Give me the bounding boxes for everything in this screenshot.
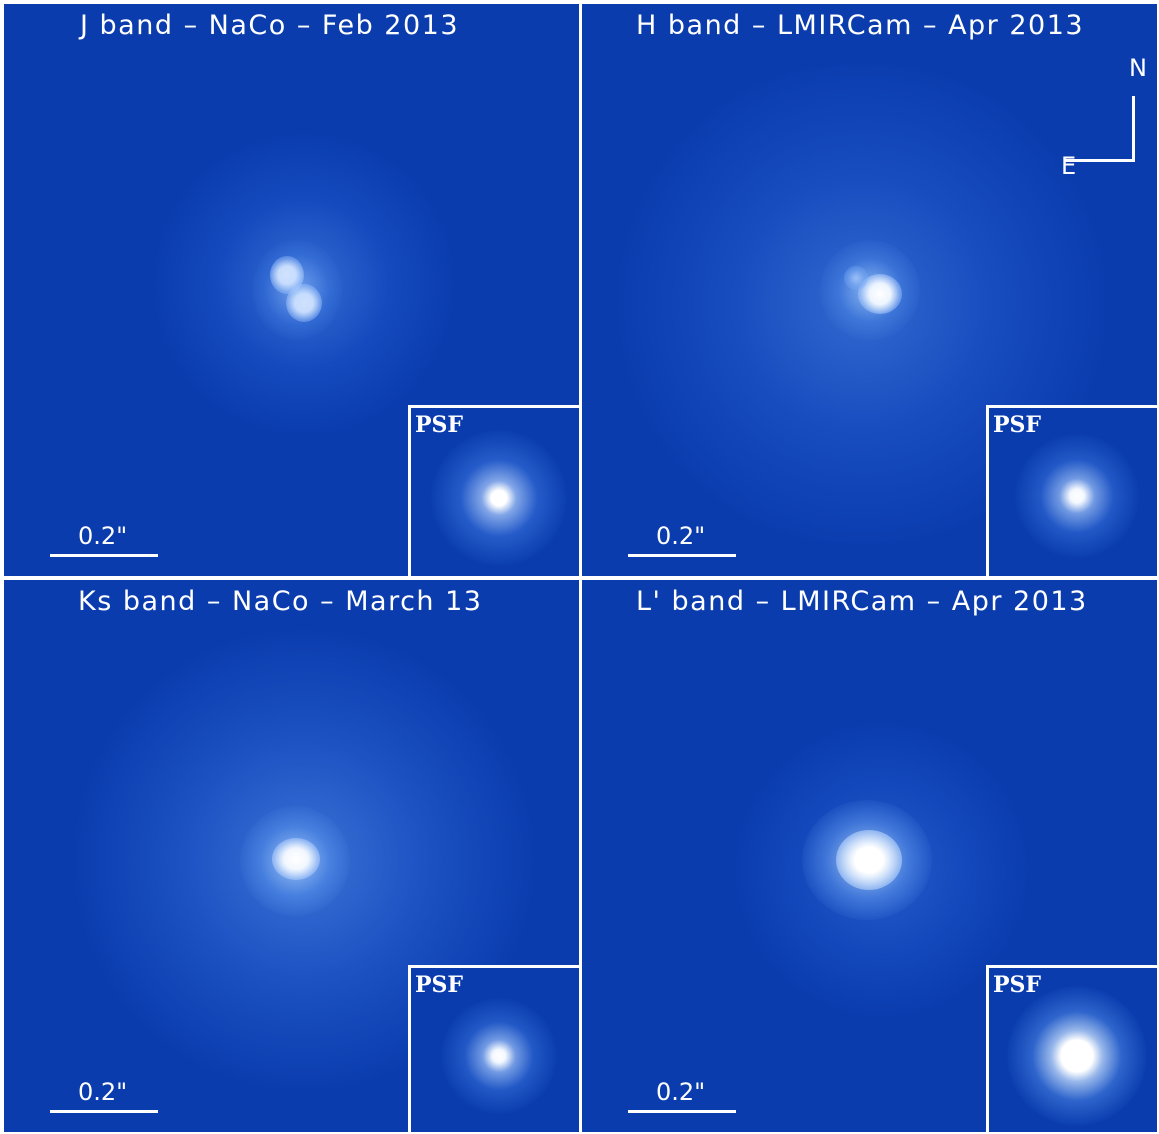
psf-inset: PSF <box>986 405 1157 576</box>
scale-bar <box>628 554 736 557</box>
l-prime-band-panel: L' band – LMIRCam – Apr 2013 0.2" PSF <box>582 580 1157 1132</box>
binary-star <box>272 838 320 880</box>
binary-star-north <box>844 266 868 290</box>
binary-star <box>836 830 902 890</box>
east-label: E <box>1061 152 1077 180</box>
psf-glow <box>1007 986 1147 1126</box>
scale-label: 0.2" <box>78 1078 128 1106</box>
compass: N E <box>1047 54 1147 184</box>
vertical-divider <box>579 0 582 1134</box>
scale-bar <box>50 1110 158 1113</box>
panel-title: L' band – LMIRCam – Apr 2013 <box>636 586 1088 617</box>
h-band-panel: H band – LMIRCam – Apr 2013 N E 0.2" PSF <box>582 4 1157 576</box>
psf-glow <box>431 430 567 566</box>
binary-star-south <box>858 274 902 314</box>
psf-glow <box>441 998 557 1114</box>
psf-label: PSF <box>993 972 1042 998</box>
psf-label: PSF <box>993 412 1042 438</box>
psf-label: PSF <box>415 972 464 998</box>
horizontal-divider <box>0 576 1159 580</box>
j-band-panel: J band – NaCo – Feb 2013 0.2" PSF <box>4 4 579 576</box>
psf-glow <box>1015 434 1139 558</box>
psf-inset: PSF <box>986 965 1157 1132</box>
binary-glow <box>240 806 350 916</box>
north-label: N <box>1129 54 1147 82</box>
psf-inset: PSF <box>408 405 579 576</box>
scale-label: 0.2" <box>656 1078 706 1106</box>
binary-star-north <box>270 256 304 294</box>
panel-title: J band – NaCo – Feb 2013 <box>80 10 460 41</box>
north-arrow <box>1132 96 1135 162</box>
east-arrow <box>1065 159 1135 162</box>
binary-star-south <box>286 284 322 322</box>
scale-label: 0.2" <box>78 522 128 550</box>
binary-glow <box>252 240 342 340</box>
psf-label: PSF <box>415 412 464 438</box>
scale-bar <box>50 554 158 557</box>
psf-inset: PSF <box>408 965 579 1132</box>
halo <box>154 134 454 434</box>
scale-label: 0.2" <box>656 522 706 550</box>
scale-bar <box>628 1110 736 1113</box>
binary-glow <box>820 240 920 340</box>
panel-title: Ks band – NaCo – March 13 <box>78 586 483 617</box>
panel-title: H band – LMIRCam – Apr 2013 <box>636 10 1085 41</box>
ks-band-panel: Ks band – NaCo – March 13 0.2" PSF <box>4 580 579 1132</box>
binary-glow <box>802 800 932 920</box>
